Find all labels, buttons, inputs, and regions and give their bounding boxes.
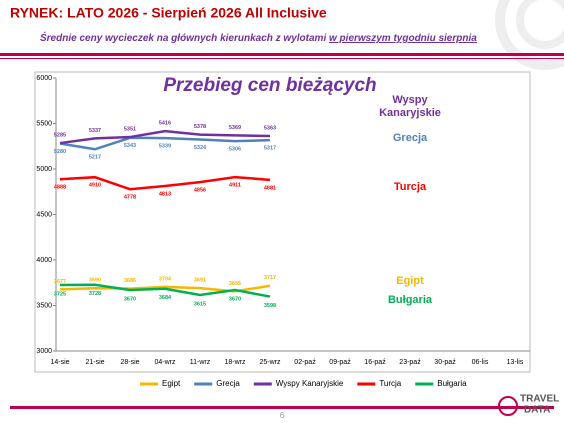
series-line xyxy=(59,136,271,151)
legend-label: Bułgaria xyxy=(437,379,467,388)
header-rule xyxy=(0,58,564,59)
data-label: 5351 xyxy=(124,127,136,133)
data-label: 3704 xyxy=(159,276,172,282)
legend-label: Wyspy Kanaryjskie xyxy=(276,379,344,388)
data-label: 3717 xyxy=(264,275,276,281)
x-tick-label: 23-paź xyxy=(399,359,421,366)
data-label: 5339 xyxy=(159,144,171,150)
decor xyxy=(495,0,564,70)
header-rule xyxy=(0,53,564,56)
series-annotation: Grecja xyxy=(392,132,428,144)
y-tick-label: 5500 xyxy=(36,120,52,127)
y-tick-label: 4000 xyxy=(36,257,52,264)
data-label: 4813 xyxy=(159,191,171,197)
x-tick-label: 06-lis xyxy=(472,359,489,366)
x-tick-label: 09-paź xyxy=(329,359,351,366)
x-tick-label: 21-sie xyxy=(85,359,104,366)
series-annotation: Egipt xyxy=(396,275,424,287)
data-label: 3598 xyxy=(264,303,276,309)
data-label: 5416 xyxy=(159,121,171,127)
y-tick-label: 3500 xyxy=(36,302,52,309)
data-label: 3615 xyxy=(194,301,206,307)
logo-text: DATA xyxy=(524,405,550,416)
data-label: 4888 xyxy=(54,185,66,191)
x-tick-label: 18-wrz xyxy=(224,359,246,366)
x-tick-label: 16-paź xyxy=(364,359,386,366)
data-label: 5280 xyxy=(54,149,66,155)
data-label: 5378 xyxy=(194,124,206,130)
data-label: 4856 xyxy=(194,188,206,194)
data-label: 4881 xyxy=(264,185,276,191)
data-label: 3684 xyxy=(159,295,172,301)
data-label: 3670 xyxy=(229,296,241,302)
y-tick-label: 4500 xyxy=(36,211,52,218)
chart-frame xyxy=(34,71,531,373)
legend-label: Turcja xyxy=(379,379,401,388)
x-tick-label: 14-sie xyxy=(50,359,69,366)
data-label: 3655 xyxy=(229,281,241,287)
data-label: 5369 xyxy=(229,125,241,131)
series-line xyxy=(59,284,271,293)
legend-label: Egipt xyxy=(162,379,181,388)
series-annotation: Wyspy Kanaryjskie xyxy=(379,94,441,119)
data-label: 3670 xyxy=(124,296,136,302)
x-tick-label: 25-wrz xyxy=(259,359,281,366)
subtitle-start: Średnie ceny wycieczek na głównych kieru… xyxy=(40,31,329,44)
y-tick-label: 3000 xyxy=(36,348,52,355)
data-label: 5306 xyxy=(229,147,241,153)
x-tick-label: 30-paź xyxy=(434,359,456,366)
y-tick-label: 6000 xyxy=(36,75,52,82)
data-label: 5317 xyxy=(264,146,276,152)
y-tick-label: 5000 xyxy=(36,166,52,173)
series-annotation: Turcja xyxy=(393,181,427,193)
data-label: 4910 xyxy=(89,183,101,189)
subtitle: Średnie ceny wycieczek na głównych kieru… xyxy=(40,31,477,44)
data-label: 4778 xyxy=(124,195,136,201)
logo-text: TRAVEL xyxy=(520,394,559,405)
series-annotation: Bułgaria xyxy=(387,294,432,306)
data-label: 3691 xyxy=(194,278,206,284)
chart-title: Przebieg cen bieżących xyxy=(163,75,376,96)
x-tick-label: 04-wrz xyxy=(154,359,176,366)
footer-rule xyxy=(10,406,554,409)
data-label: 3686 xyxy=(124,278,136,284)
series-line xyxy=(59,283,271,298)
data-label: 3728 xyxy=(89,291,101,297)
x-tick-label: 11-wrz xyxy=(190,359,211,366)
subtitle-underlined: w pierwszym tygodniu sierpnia xyxy=(329,33,477,44)
slide-title: RYNEK: LATO 2026 - Sierpień 2026 All Inc… xyxy=(10,5,327,21)
series-line xyxy=(59,175,271,191)
page-number: 6 xyxy=(280,411,285,420)
data-label: 5217 xyxy=(89,155,101,161)
logo-icon xyxy=(498,396,518,416)
data-label: 3725 xyxy=(54,291,66,297)
x-tick-label: 02-paź xyxy=(294,359,316,366)
data-label: 5337 xyxy=(89,128,101,134)
series-line xyxy=(59,129,271,145)
data-label: 4911 xyxy=(229,183,241,189)
data-label: 5324 xyxy=(194,145,207,151)
data-label: 3677 xyxy=(54,279,66,285)
decor xyxy=(516,0,564,49)
data-label: 3690 xyxy=(89,278,101,284)
x-tick-label: 13-lis xyxy=(507,359,524,366)
data-label: 5363 xyxy=(264,125,276,131)
data-label: 5285 xyxy=(54,133,66,139)
x-tick-label: 28-sie xyxy=(120,359,139,366)
legend-label: Grecja xyxy=(216,379,240,388)
data-label: 5343 xyxy=(124,143,136,149)
